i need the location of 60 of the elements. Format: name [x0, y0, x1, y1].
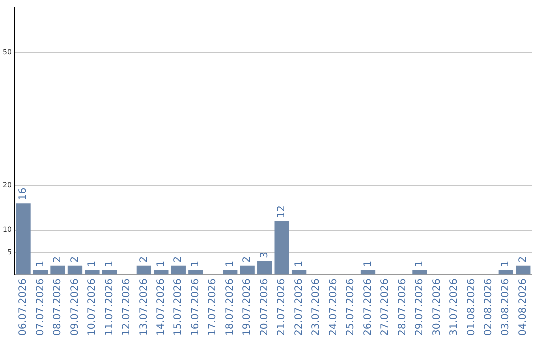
bar: [68, 266, 83, 275]
data-label: 1: [35, 260, 46, 268]
data-label: 1: [104, 260, 116, 268]
x-tick-label: 02.08.2026: [484, 278, 495, 336]
data-label: 16: [18, 188, 30, 201]
x-tick-label: 04.08.2026: [518, 278, 529, 336]
bar: [50, 266, 66, 275]
bar: [274, 221, 290, 275]
x-tick-label: 17.07.2026: [208, 278, 219, 336]
x-tick-label: 15.07.2026: [173, 278, 184, 336]
x-tick-label: 28.07.2026: [397, 278, 408, 336]
bar: [240, 266, 255, 275]
x-tick-label: 08.07.2026: [52, 278, 64, 336]
x-tick-label: 01.08.2026: [466, 278, 478, 336]
x-tick-label: 20.07.2026: [259, 278, 270, 336]
data-label: 12: [276, 206, 288, 218]
x-tick-label: 25.07.2026: [346, 278, 357, 336]
x-tick-label: 29.07.2026: [414, 278, 426, 336]
data-label: 1: [224, 260, 236, 268]
bar: [136, 266, 152, 275]
data-label: 1: [294, 260, 305, 268]
data-label: 1: [500, 260, 512, 268]
x-tick-label: 13.07.2026: [138, 278, 150, 336]
x-tick-label: 22.07.2026: [294, 278, 305, 336]
x-tick-label: 21.07.2026: [276, 278, 288, 336]
x-tick-label: 07.07.2026: [35, 278, 46, 336]
x-tick-label: 19.07.2026: [242, 278, 254, 336]
x-tick-label: 11.07.2026: [104, 278, 116, 336]
x-tick-label: 24.07.2026: [328, 278, 340, 336]
bar: [516, 266, 531, 275]
x-tick-label: 03.08.2026: [500, 278, 512, 336]
x-tick-label: 26.07.2026: [362, 278, 374, 336]
x-tick-label: 31.07.2026: [449, 278, 460, 336]
data-label: 1: [87, 260, 98, 268]
data-label: 2: [52, 256, 64, 263]
bar: [171, 266, 186, 275]
x-tick-label: 16.07.2026: [190, 278, 202, 336]
x-tick-label: 14.07.2026: [156, 278, 168, 336]
bar: [85, 270, 100, 275]
data-label: 1: [414, 260, 426, 268]
x-tick-label: 12.07.2026: [122, 278, 133, 336]
data-label: 1: [156, 260, 168, 268]
x-tick-label: 09.07.2026: [70, 278, 81, 336]
data-label: 2: [518, 256, 529, 263]
data-label: 2: [242, 256, 254, 263]
x-tick-label: 27.07.2026: [380, 278, 392, 336]
x-tick-label: 30.07.2026: [432, 278, 443, 336]
bar: [412, 270, 428, 275]
x-tick-label: 06.07.2026: [18, 278, 30, 336]
data-label: 2: [138, 256, 150, 263]
bar: [258, 261, 272, 275]
data-label: 3: [259, 252, 270, 258]
data-label: 2: [70, 256, 81, 263]
data-label: 1: [362, 260, 374, 268]
bar: [16, 204, 31, 275]
x-tick-label: 23.07.2026: [311, 278, 322, 336]
data-label: 2: [173, 256, 184, 263]
data-label: 1: [190, 260, 202, 268]
x-tick-label: 18.07.2026: [224, 278, 236, 336]
x-tick-label: 10.07.2026: [87, 278, 98, 336]
